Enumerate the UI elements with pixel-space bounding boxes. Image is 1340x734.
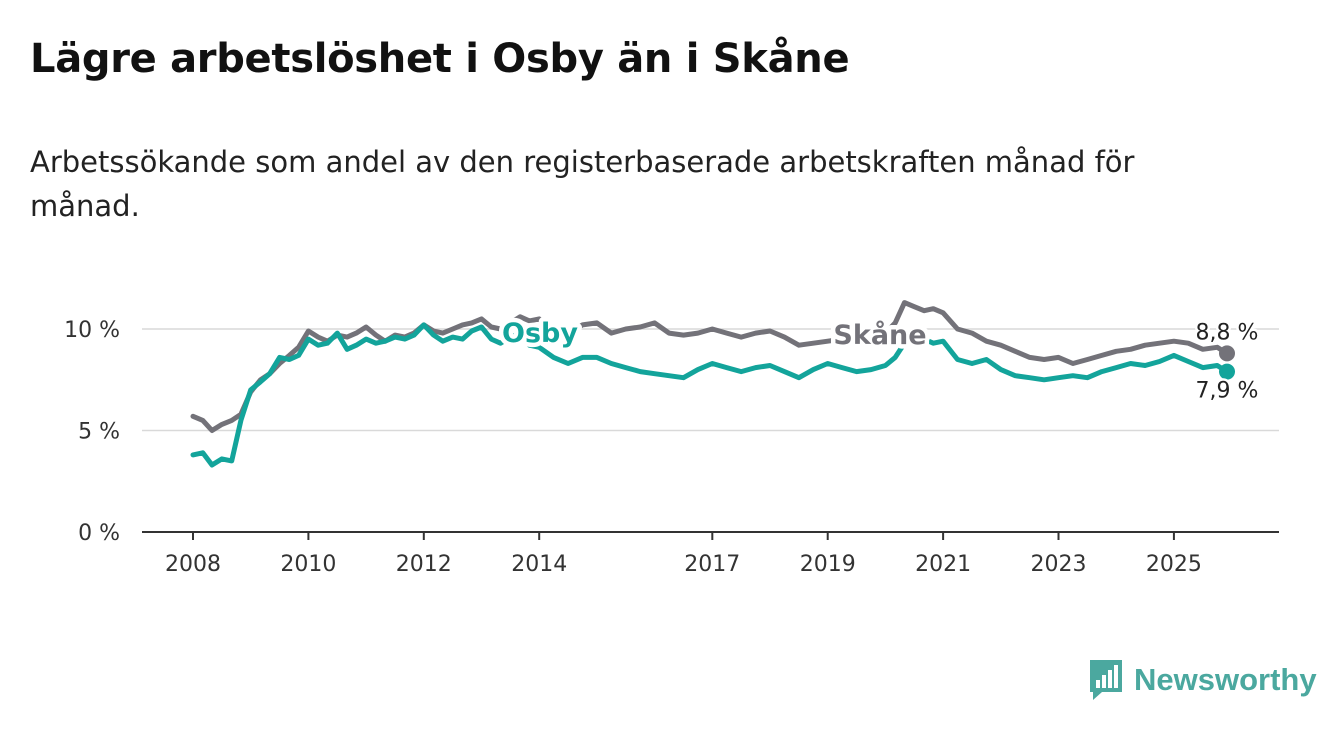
y-tick-label: 10 % [64, 318, 120, 343]
newsworthy-logo-icon [1090, 660, 1122, 700]
series-end-point [1219, 345, 1235, 362]
x-tick-label: 2008 [165, 552, 221, 577]
x-tick-label: 2019 [800, 552, 856, 577]
y-tick-label: 0 % [78, 521, 120, 546]
y-tick-label: 5 % [78, 420, 120, 445]
chart-title: Lägre arbetslöshet i Osby än i Skåne [30, 36, 850, 82]
axis-layer: 0 % 5 % 10 % 2008 2010 2012 2014 2017 2019 2021 20… [64, 318, 1279, 577]
brand: Newsworthy [1088, 658, 1317, 702]
series-line-osby [190, 322, 1230, 468]
brand-name: Newsworthy [1134, 662, 1317, 697]
chart-subtitle: Arbetssökande som andel av den registerb… [30, 145, 1135, 223]
x-tick-label: 2023 [1031, 552, 1087, 577]
series-label-skane: Skåne [833, 319, 926, 351]
x-tick-label: 2025 [1146, 552, 1202, 577]
x-tick-label: 2021 [915, 552, 971, 577]
end-value-label-osby: 7,9 % [1196, 379, 1259, 404]
x-tick-label: 2012 [396, 552, 452, 577]
series-layer [190, 300, 1235, 468]
series-end-point [1219, 363, 1235, 380]
x-tick-label: 2010 [280, 552, 336, 577]
label-layer: 8,8 % 7,9 % Osby Skåne [498, 314, 1261, 407]
x-tick-label: 2014 [511, 552, 567, 577]
end-value-label-skane: 8,8 % [1196, 320, 1259, 345]
x-tick-label: 2017 [684, 552, 740, 577]
series-label-osby: Osby [502, 318, 578, 349]
